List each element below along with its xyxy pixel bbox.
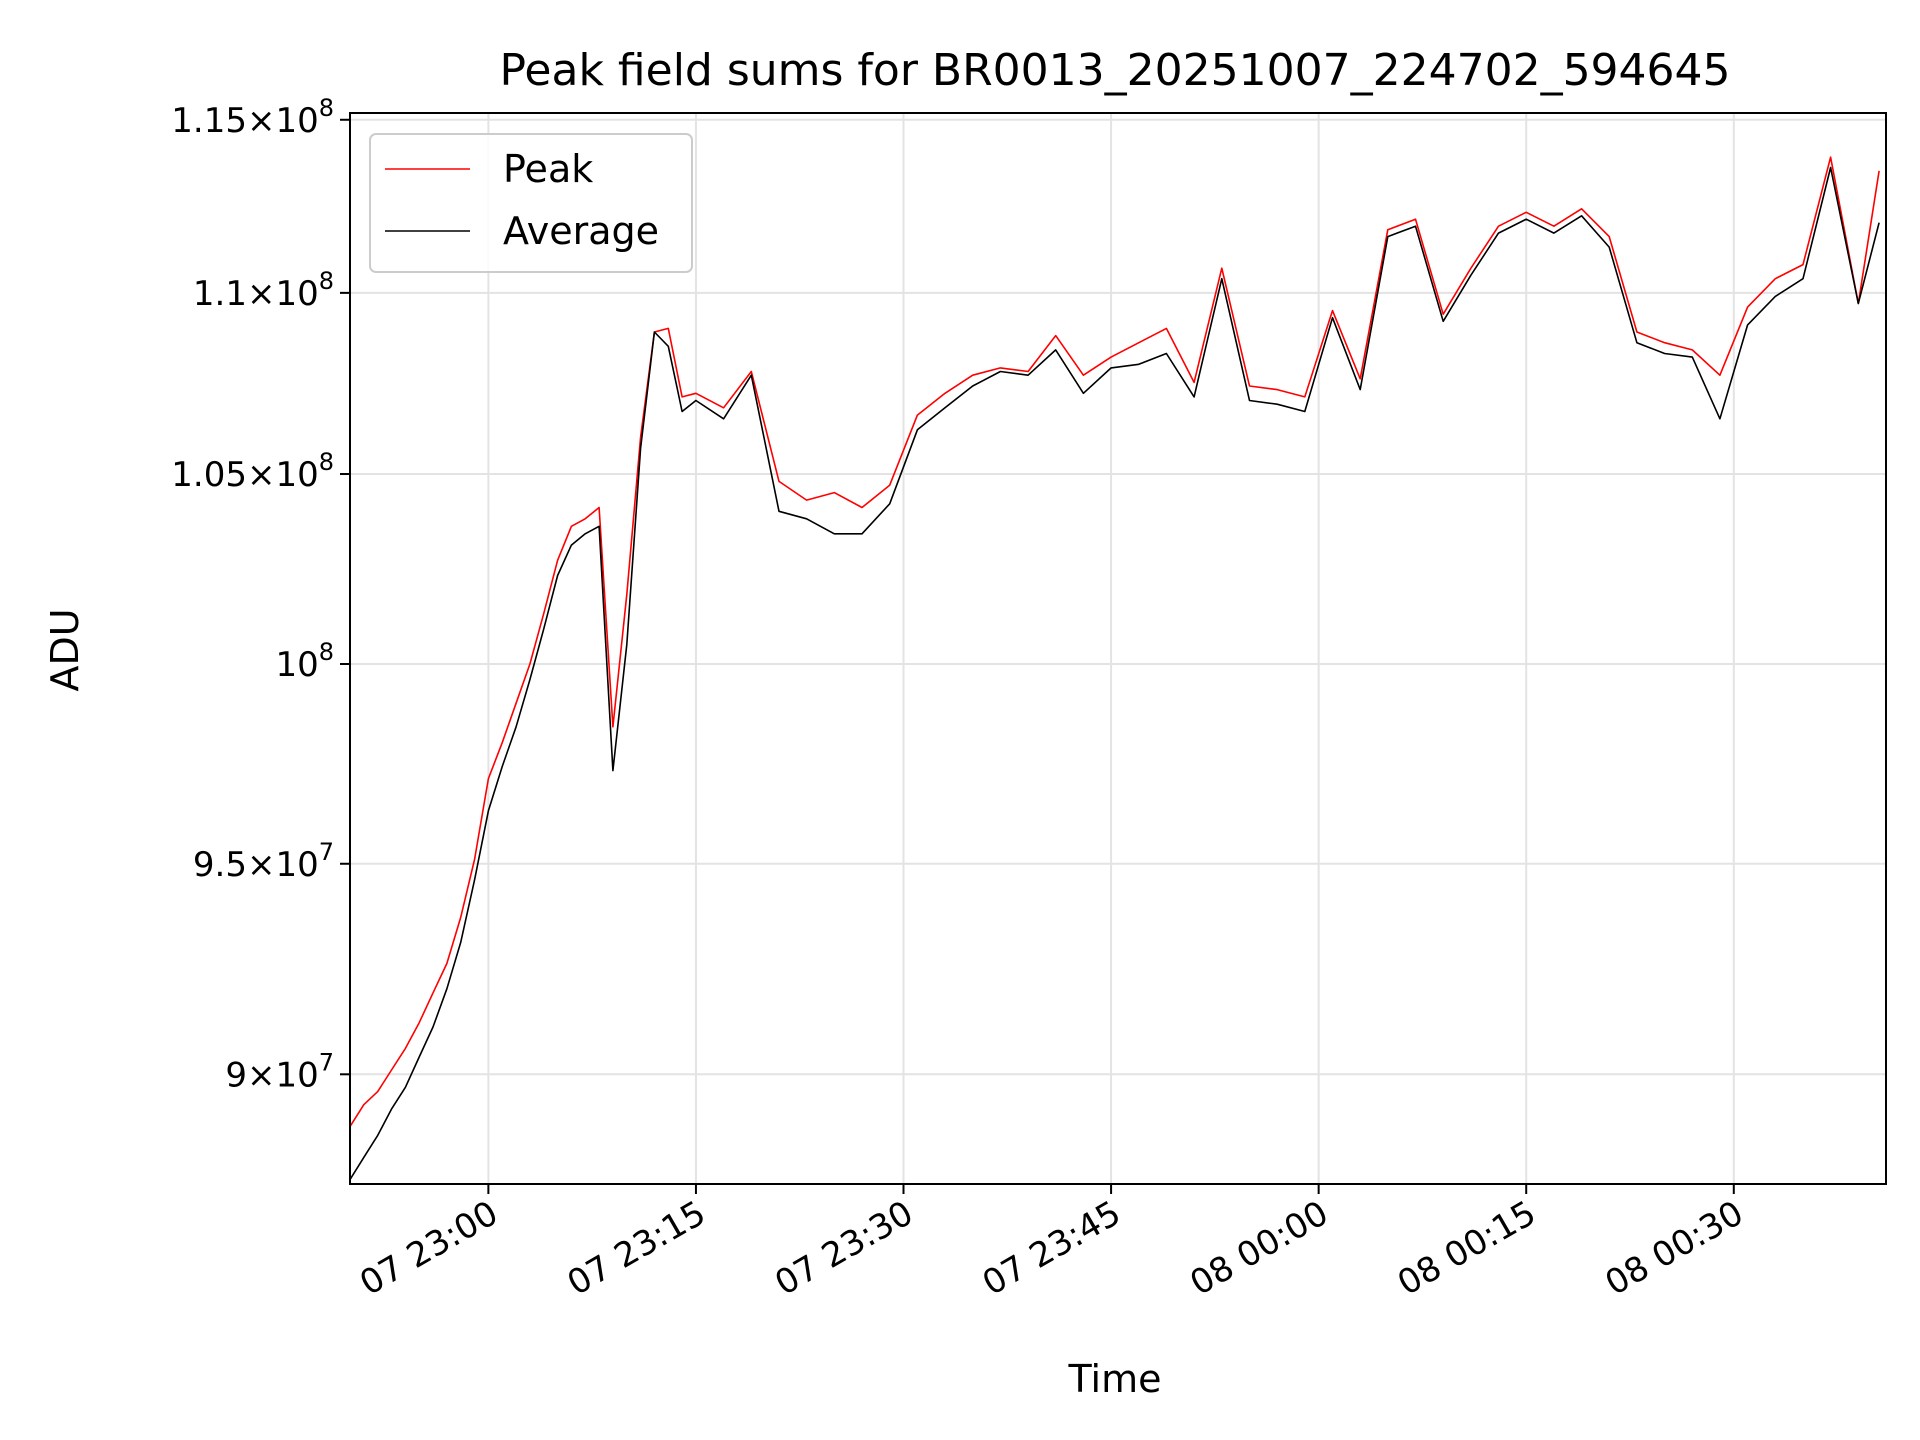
series-line-peak [349,156,1880,1128]
y-tick-label: 1.1×108 [193,267,334,314]
grid [350,113,1886,1184]
y-tick-label: 1.05×108 [171,448,334,495]
series-layer [349,156,1880,1181]
x-axis-title: Time [1068,1357,1162,1401]
legend-label-average: Average [503,209,659,253]
y-tick-label: 1.15×108 [171,94,334,141]
y-axis-title: ADU [43,608,87,691]
chart-title: Peak field sums for BR0013_20251007_2247… [499,45,1730,96]
legend-label-peak: Peak [503,147,593,191]
y-tick-label: 9×107 [225,1048,334,1095]
plot-frame [349,112,1887,1185]
y-tick-label: 9.5×107 [193,838,334,885]
series-line-average [349,166,1880,1181]
legend: Peak Average [369,133,693,273]
